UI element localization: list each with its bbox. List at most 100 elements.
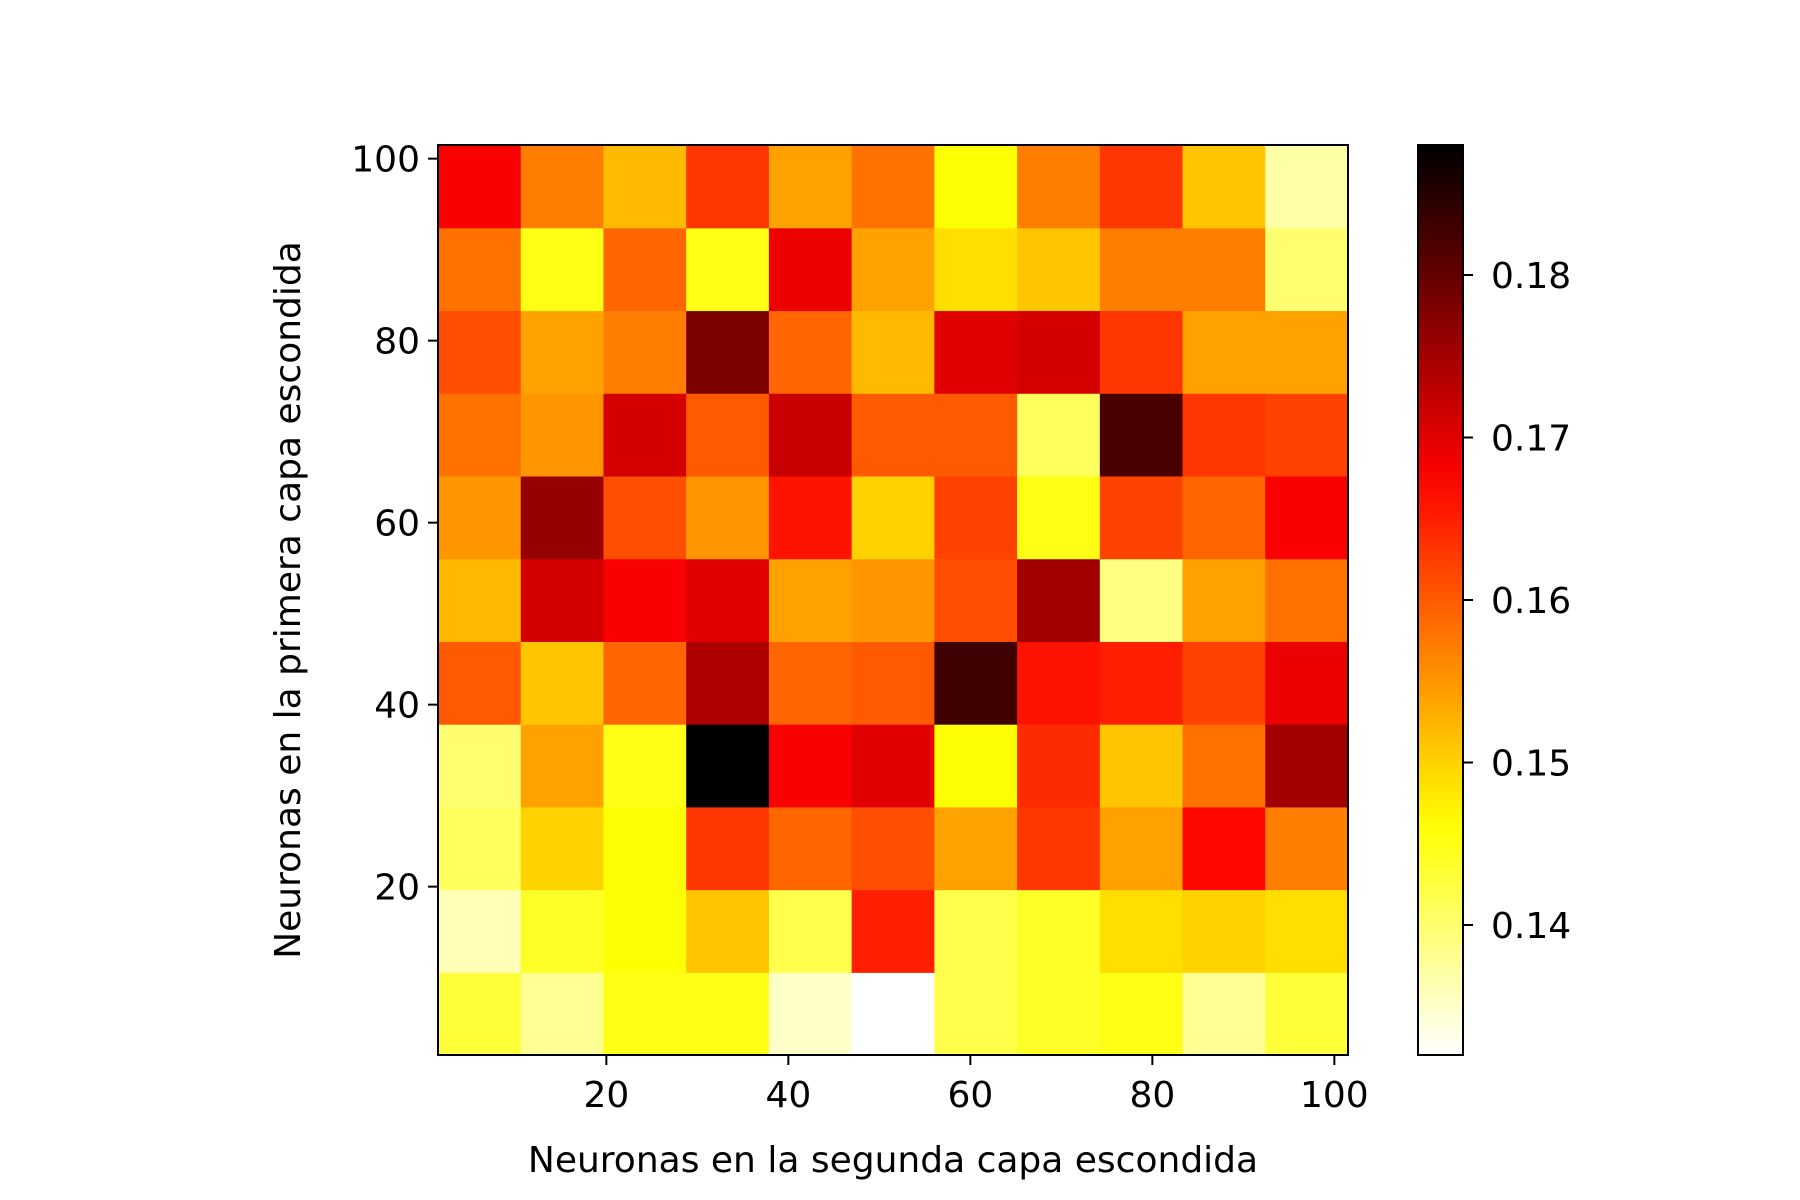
heatmap-cell xyxy=(1182,558,1266,642)
colorbar-ticks: 0.14 0.15 0.16 0.17 0.18 xyxy=(1463,256,1571,947)
heatmap-cell xyxy=(851,227,935,312)
heatmap-cell xyxy=(934,641,1018,725)
heatmap-cell xyxy=(603,972,687,1056)
heatmap-cell xyxy=(851,145,935,229)
heatmap-cell xyxy=(1182,145,1266,229)
heatmap-cell xyxy=(1099,641,1184,725)
heatmap-cell xyxy=(768,145,853,229)
heatmap-cell xyxy=(934,475,1018,560)
heatmap-cell xyxy=(438,806,522,891)
heatmap-cell xyxy=(1182,393,1266,477)
heatmap-cell xyxy=(934,972,1018,1056)
heatmap-cell xyxy=(686,475,770,560)
x-tick-label: 20 xyxy=(583,1075,629,1116)
heatmap-cell xyxy=(1265,558,1349,642)
heatmap-cell xyxy=(1017,227,1101,312)
heatmap-cell xyxy=(768,972,853,1056)
heatmap-cell xyxy=(934,227,1018,312)
heatmap-cell xyxy=(768,310,853,394)
heatmap-cell xyxy=(1265,227,1349,312)
colorbar-tick-label: 0.18 xyxy=(1491,256,1571,297)
colorbar-tick-label: 0.16 xyxy=(1491,581,1571,622)
x-axis-label: Neuronas en la segunda capa escondida xyxy=(528,1140,1258,1181)
heatmap-cell xyxy=(768,724,853,808)
heatmap-cell xyxy=(851,972,935,1056)
heatmap-cell xyxy=(1265,145,1349,229)
heatmap-cell xyxy=(1265,475,1349,560)
heatmap-cell xyxy=(768,393,853,477)
heatmap-cell xyxy=(1017,724,1101,808)
heatmap-cell xyxy=(1017,641,1101,725)
heatmap-cell xyxy=(851,724,935,808)
heatmap-cell xyxy=(851,889,935,973)
heatmap-cell xyxy=(1265,310,1349,394)
heatmap-cell xyxy=(1017,475,1101,560)
heatmap-cell xyxy=(1182,972,1266,1056)
heatmap-cell xyxy=(1099,889,1184,973)
heatmap-cell xyxy=(1182,641,1266,725)
heatmap-cell xyxy=(1017,889,1101,973)
heatmap-cell xyxy=(851,310,935,394)
heatmap-cell xyxy=(768,475,853,560)
y-tick-label: 80 xyxy=(374,322,420,363)
heatmap-cell xyxy=(438,889,522,973)
heatmap-cell xyxy=(686,889,770,973)
heatmap-cell xyxy=(520,889,605,973)
y-tick-label: 40 xyxy=(374,686,420,727)
y-tick-label: 100 xyxy=(351,140,420,181)
heatmap-cell xyxy=(851,806,935,891)
heatmap-cell xyxy=(603,724,687,808)
heatmap-cell xyxy=(603,889,687,973)
colorbar-tick-label: 0.17 xyxy=(1491,419,1571,460)
heatmap-cell xyxy=(520,724,605,808)
heatmap-cell xyxy=(520,972,605,1056)
y-tick-label: 60 xyxy=(374,504,420,545)
heatmap-cell xyxy=(438,145,522,229)
x-tick-label: 100 xyxy=(1300,1075,1369,1116)
heatmap-cell xyxy=(1265,724,1349,808)
heatmap-cell xyxy=(686,641,770,725)
heatmap-cell xyxy=(1265,393,1349,477)
heatmap-cell xyxy=(851,641,935,725)
x-tick-label: 40 xyxy=(765,1075,811,1116)
x-tick-label: 60 xyxy=(947,1075,993,1116)
heatmap-cell xyxy=(1017,972,1101,1056)
heatmap-cell xyxy=(686,310,770,394)
heatmap-cell xyxy=(603,558,687,642)
heatmap-cell xyxy=(603,145,687,229)
heatmap-cell xyxy=(603,393,687,477)
heatmap-cell xyxy=(1099,558,1184,642)
heatmap-cell xyxy=(934,806,1018,891)
heatmap-cell xyxy=(768,227,853,312)
heatmap-cell xyxy=(1265,641,1349,725)
heatmap-cell xyxy=(520,641,605,725)
heatmap-cell xyxy=(438,393,522,477)
heatmap-cell xyxy=(438,310,522,394)
heatmap-cell xyxy=(686,145,770,229)
heatmap-cell xyxy=(1099,806,1184,891)
heatmap-cell xyxy=(686,558,770,642)
heatmap-cell xyxy=(851,393,935,477)
heatmap-cell xyxy=(686,724,770,808)
heatmap-cell xyxy=(603,806,687,891)
heatmap-cell xyxy=(1017,145,1101,229)
heatmap-cell xyxy=(934,558,1018,642)
heatmap-cell xyxy=(1017,806,1101,891)
heatmap-cell xyxy=(768,889,853,973)
heatmap-cell xyxy=(1265,889,1349,973)
heatmap-cell xyxy=(1099,393,1184,477)
heatmap-cell xyxy=(1099,145,1184,229)
heatmap-cell xyxy=(768,558,853,642)
heatmap-cell xyxy=(1265,806,1349,891)
heatmap-cell xyxy=(686,227,770,312)
heatmap-cell xyxy=(1182,475,1266,560)
heatmap-cell xyxy=(1099,310,1184,394)
heatmap-cell xyxy=(1017,393,1101,477)
heatmap-cell xyxy=(438,724,522,808)
heatmap-cell xyxy=(934,145,1018,229)
heatmap-cell xyxy=(1099,972,1184,1056)
heatmap-cell xyxy=(438,641,522,725)
heatmap-cell xyxy=(603,227,687,312)
heatmap-cell xyxy=(1182,889,1266,973)
